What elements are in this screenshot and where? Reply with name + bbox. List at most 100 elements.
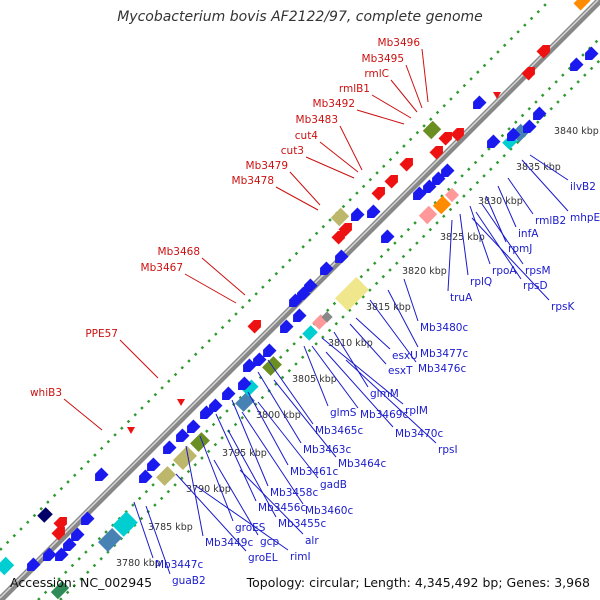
feature-block-14 — [97, 527, 123, 553]
gene-arrow-20 — [280, 319, 294, 333]
gene-label-blue-26: Mb3461c — [290, 466, 338, 478]
gene-label-blue-21: Mb3470c — [395, 428, 443, 440]
genome-stats-text: Topology: circular; Length: 4,345,492 bp… — [246, 575, 590, 590]
gene-label-blue-14: Mb3476c — [418, 363, 466, 375]
rna-arrow-4 — [438, 132, 452, 146]
scale-tick-8: 3815 kbp — [366, 302, 411, 313]
gene-arrow-22 — [263, 343, 277, 357]
leader-blue-33 — [185, 445, 204, 537]
gene-label-blue-13: Mb3477c — [420, 348, 468, 360]
gene-arrow-6 — [487, 134, 501, 148]
gene-arrow-14 — [351, 207, 365, 221]
rna-arrow-9 — [338, 223, 352, 237]
gene-label-blue-17: glmM — [370, 388, 399, 400]
leader-blue-27 — [257, 401, 319, 479]
gene-label-blue-37: rimI — [290, 551, 311, 563]
gene-labels: Mb3496 Mb3495 rmlC rmlB1 Mb3492 Mb3483 cut4 cut… — [30, 37, 600, 587]
rna-arrow-3 — [450, 128, 464, 142]
rna-arrow-11 — [247, 320, 261, 334]
gene-arrow-2 — [570, 57, 584, 71]
leader-blue-37 — [195, 485, 289, 551]
gene-label-blue-29: Mb3460c — [305, 505, 353, 517]
leader-blue-32 — [199, 435, 234, 522]
feature-block-13 — [112, 511, 138, 537]
feature-block-10 — [190, 432, 210, 452]
feature-block-15 — [37, 507, 53, 523]
rna-arrow-1 — [536, 45, 550, 59]
leader-blue-21 — [325, 351, 394, 428]
accession-text: Accession: NC_002945 — [10, 575, 153, 590]
feature-block-2 — [330, 207, 350, 227]
gene-arrow-12 — [381, 229, 395, 243]
gene-arrow-15 — [335, 249, 349, 263]
scale-tick-4: 3795 kbp — [222, 448, 267, 459]
leader-blue-19 — [303, 345, 329, 407]
leader-blue-29 — [241, 411, 304, 505]
leader-red-10 — [275, 186, 319, 211]
feature-block-6 — [241, 379, 259, 397]
leader-blue-4 — [497, 185, 517, 228]
leader-blue-6 — [481, 203, 524, 265]
gene-arrow-17 — [304, 278, 318, 292]
gene-label-blue-25: Mb3464c — [338, 458, 386, 470]
gene-label-blue-8: rpsD — [523, 280, 548, 292]
gene-label-blue-20: Mb3469c — [360, 409, 408, 421]
feature-block-7 — [302, 325, 318, 341]
feature-block-22 — [0, 556, 15, 576]
feature-block-18 — [444, 187, 460, 203]
gene-arrow-33 — [139, 469, 153, 483]
scale-tick-10: 3825 kbp — [440, 232, 485, 243]
gene-label-red-13: PPE57 — [85, 328, 118, 340]
leader-red-6 — [339, 125, 363, 171]
gene-label-red-4: rmlB1 — [339, 83, 370, 95]
gene-label-blue-2: mhpE — [570, 212, 600, 224]
gene-label-blue-38: Mb3447c — [155, 559, 203, 571]
gene-arrow-40 — [27, 557, 41, 571]
gene-label-blue-18: rplM — [405, 405, 428, 417]
gene-arrow-1 — [585, 46, 599, 60]
leader-blue-15 — [355, 317, 391, 350]
scale-tick-7: 3810 kbp — [328, 338, 373, 349]
marker-triangle-3 — [127, 427, 135, 434]
leader-blue-36 — [175, 473, 247, 552]
gene-label-red-11: Mb3468 — [158, 246, 200, 258]
gene-label-red-14: whiB3 — [30, 387, 62, 399]
feature-block-23 — [50, 580, 70, 600]
gene-arrow-8 — [413, 186, 427, 200]
rna-arrow-7 — [384, 175, 398, 189]
leader-blue-28 — [231, 399, 269, 487]
gene-arrow-36 — [71, 527, 85, 541]
leader-blue-16 — [349, 323, 387, 365]
leader-blue-11 — [447, 219, 453, 292]
gene-label-blue-19: glmS — [330, 407, 357, 419]
scale-tick-6: 3805 kbp — [292, 374, 337, 385]
leader-blue-20 — [311, 345, 359, 409]
gene-arrow-37 — [63, 537, 77, 551]
gene-label-blue-5: rpmJ — [508, 243, 532, 255]
feature-block-17 — [432, 195, 452, 215]
leader-blue-23 — [267, 359, 314, 425]
gene-arrow-4 — [523, 119, 537, 133]
scale-tick-12: 3835 kbp — [516, 162, 561, 173]
gene-arrow-27 — [209, 398, 223, 412]
gene-arrow-29 — [187, 419, 201, 433]
dotted-track-3 — [59, 59, 600, 600]
gene-arrow-35 — [81, 511, 95, 525]
rna-arrow-8 — [371, 187, 385, 201]
gene-label-red-1: Mb3496 — [378, 37, 421, 49]
map-title: Mycobacterium bovis AF2122/97, complete … — [117, 9, 483, 25]
leader-red-4 — [371, 94, 412, 119]
leader-blue-3 — [507, 177, 534, 215]
gene-label-blue-12: Mb3480c — [420, 322, 468, 334]
gene-arrow-9 — [423, 179, 437, 193]
marker-triangle-2 — [177, 399, 185, 406]
gene-label-blue-10: rpsK — [551, 301, 575, 313]
gene-arrow-28 — [200, 405, 214, 419]
gene-arrow-39 — [43, 547, 57, 561]
gene-label-blue-16: esxT — [388, 365, 413, 377]
gene-label-blue-34: gcp — [260, 536, 279, 548]
gene-label-blue-24: Mb3463c — [303, 444, 351, 456]
leader-red-2 — [405, 64, 423, 109]
